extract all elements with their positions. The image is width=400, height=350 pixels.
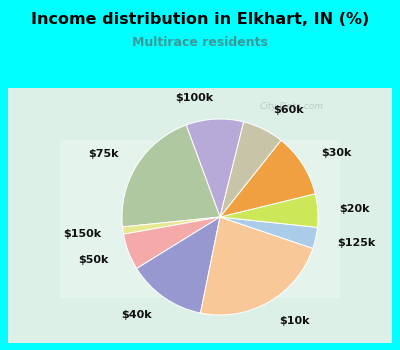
Wedge shape	[137, 217, 220, 313]
Text: $150k: $150k	[64, 229, 102, 239]
Text: Income distribution in Elkhart, IN (%): Income distribution in Elkhart, IN (%)	[31, 12, 369, 27]
Text: City-Data.com: City-Data.com	[260, 102, 324, 111]
FancyBboxPatch shape	[60, 140, 340, 298]
Wedge shape	[220, 122, 281, 217]
Wedge shape	[186, 119, 244, 217]
Text: $75k: $75k	[88, 149, 119, 159]
FancyBboxPatch shape	[8, 88, 392, 343]
Text: $20k: $20k	[339, 204, 370, 214]
Text: $50k: $50k	[78, 255, 108, 265]
Wedge shape	[220, 194, 318, 228]
Text: $125k: $125k	[337, 238, 375, 248]
Wedge shape	[220, 217, 318, 248]
Wedge shape	[122, 125, 220, 227]
Text: $60k: $60k	[273, 105, 304, 115]
Wedge shape	[220, 140, 315, 217]
Text: $40k: $40k	[121, 310, 152, 320]
Text: $10k: $10k	[280, 316, 310, 326]
Text: $100k: $100k	[176, 93, 214, 103]
Wedge shape	[122, 217, 220, 234]
Text: Multirace residents: Multirace residents	[132, 36, 268, 49]
Wedge shape	[124, 217, 220, 268]
Wedge shape	[200, 217, 313, 315]
Text: $30k: $30k	[321, 148, 351, 158]
